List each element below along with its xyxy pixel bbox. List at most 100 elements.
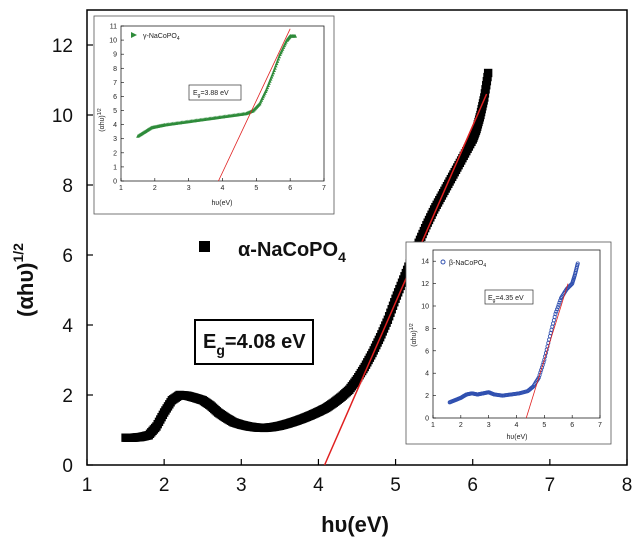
inset-beta-y-tick-label: 10: [421, 304, 429, 311]
inset-beta-data-trail: [555, 305, 560, 310]
inset-gamma-data-trail: [272, 68, 276, 73]
inset-beta-data-point: [575, 261, 580, 266]
inset-beta-data-trail: [539, 365, 544, 370]
eg-annotation-box: [194, 319, 314, 365]
main-x-tick-label: 3: [236, 475, 247, 496]
inset-beta-y-tick-label: 4: [425, 371, 429, 378]
inset-gamma-x-tick-label: 1: [119, 185, 123, 192]
inset-beta-y-tick-label: 0: [425, 416, 429, 423]
inset-gamma-y-tick-label: 7: [113, 80, 117, 87]
inset-beta-y-tick-label: 14: [421, 259, 429, 266]
main-y-axis-title: (αhυ)1/2: [10, 243, 38, 317]
inset-gamma-y-tick-label: 5: [113, 108, 117, 115]
inset-gamma-data-trail: [273, 63, 278, 68]
main-y-tick-label: 12: [52, 36, 73, 57]
inset-gamma-x-tick-label: 4: [221, 185, 225, 192]
main-y-tick-label: 4: [62, 316, 73, 337]
inset-gamma-x-tick-label: 5: [254, 185, 258, 192]
main-x-tick-label: 6: [467, 475, 478, 496]
main-x-tick-label: 4: [313, 475, 324, 496]
eg-annotation-text: Eg=4.08 eV: [203, 331, 306, 358]
inset-beta-x-tick-label: 2: [459, 422, 463, 429]
inset-beta-y-axis-title: (αhυ)1/2: [409, 323, 418, 347]
inset-beta-data-trail: [575, 263, 580, 268]
inset-gamma-legend-marker: [131, 32, 137, 38]
main-y-tick-label: 2: [62, 386, 73, 407]
inset-gamma-y-tick-label: 0: [113, 179, 117, 186]
inset-beta-data-trail: [556, 302, 561, 307]
inset-beta-x-tick-label: 1: [431, 422, 435, 429]
inset-gamma-y-tick-label: 3: [113, 136, 117, 143]
inset-beta-x-tick-label: 3: [487, 422, 491, 429]
inset-gamma-y-tick-label: 9: [113, 52, 117, 59]
inset-gamma-data-point: [293, 34, 298, 38]
inset-beta-fit-line: [525, 283, 569, 419]
inset-gamma-data-trail: [277, 54, 281, 59]
inset-gamma-data-trail: [267, 81, 271, 85]
inset-beta-data-trail: [538, 370, 543, 375]
inset-beta-y-tick-label: 8: [425, 326, 429, 333]
inset-gamma-data-marks: [136, 28, 298, 182]
inset-gamma-data-trail: [274, 61, 279, 66]
inset-beta-x-tick-label: 5: [542, 422, 546, 429]
inset-gamma-y-tick-label: 1: [113, 164, 117, 171]
main-y-axis-title-group: (αhυ)1/2: [10, 243, 38, 317]
main-data-marks: [121, 68, 493, 466]
main-x-axis-title: hυ(eV): [321, 512, 389, 537]
inset-gamma-background: [93, 15, 335, 215]
main-x-tick-label: 1: [82, 475, 93, 496]
inset-gamma-data-trail: [270, 72, 275, 77]
inset-gamma-x-tick-label: 7: [322, 185, 326, 192]
inset-gamma-data-trail: [275, 59, 280, 63]
main-x-tick-label: 8: [622, 475, 633, 496]
inset-gamma-y-tick-label: 8: [113, 66, 117, 73]
inset-beta-data-trail: [555, 307, 560, 312]
inset-gamma-eg-text: Eg=3.88 eV: [193, 90, 229, 99]
inset-beta-x-tick-label: 7: [598, 422, 602, 429]
main-x-tick-label: 7: [545, 475, 556, 496]
main-x-tick-label: 5: [390, 475, 401, 496]
inset-gamma-data-point: [271, 70, 276, 75]
inset-gamma-y-tick-label: 11: [110, 24, 117, 31]
inset-gamma-x-axis-title: hυ(eV): [212, 200, 233, 207]
inset-beta-data-trail: [539, 367, 544, 372]
inset-beta-data-trail: [557, 300, 562, 305]
inset-beta-x-tick-label: 6: [570, 422, 574, 429]
inset-gamma-data-point: [264, 87, 269, 92]
main-y-tick-label: 0: [62, 456, 73, 477]
main-data-point: [483, 68, 493, 78]
inset-gamma-y-tick-label: 4: [113, 122, 117, 129]
inset-gamma-x-tick-label: 3: [187, 185, 191, 192]
inset-beta-x-axis-title: hυ(eV): [507, 434, 528, 441]
inset-gamma-data-trail: [266, 83, 270, 87]
inset-gamma-data-trail: [276, 56, 281, 61]
main-y-tick-label: 6: [62, 246, 73, 267]
legend-marker: [199, 241, 210, 252]
inset-beta-data-point: [553, 311, 558, 316]
inset-beta-data-trail: [554, 309, 559, 314]
inset-gamma-y-tick-label: 10: [109, 38, 117, 45]
inset-beta-legend-marker: [440, 259, 446, 265]
inset-beta-data-trail: [537, 373, 542, 378]
inset-gamma-data-trail: [269, 74, 274, 79]
main-y-tick-label: 10: [52, 106, 73, 127]
inset-beta-y-tick-label: 2: [425, 393, 429, 400]
inset-gamma-y-tick-label: 6: [113, 94, 117, 101]
inset-beta-data-trail: [540, 362, 545, 367]
inset-beta-x-tick-label: 4: [515, 422, 519, 429]
main-y-tick-label: 8: [62, 176, 73, 197]
inset-beta-data-trail: [558, 298, 563, 303]
main-x-tick-label: 2: [159, 475, 170, 496]
inset-gamma-fit-line: [218, 28, 291, 182]
inset-beta-y-axis-title-group: (αhυ)1/2: [409, 323, 418, 347]
inset-gamma-y-axis-title: (αhυ)1/2: [97, 108, 106, 132]
inset-gamma-data-trail: [273, 66, 277, 70]
inset-beta-background: [405, 241, 612, 445]
inset-gamma-y-tick-label: 2: [113, 150, 117, 157]
inset-gamma-data-trail: [268, 79, 272, 83]
inset-gamma-x-tick-label: 2: [153, 185, 157, 192]
